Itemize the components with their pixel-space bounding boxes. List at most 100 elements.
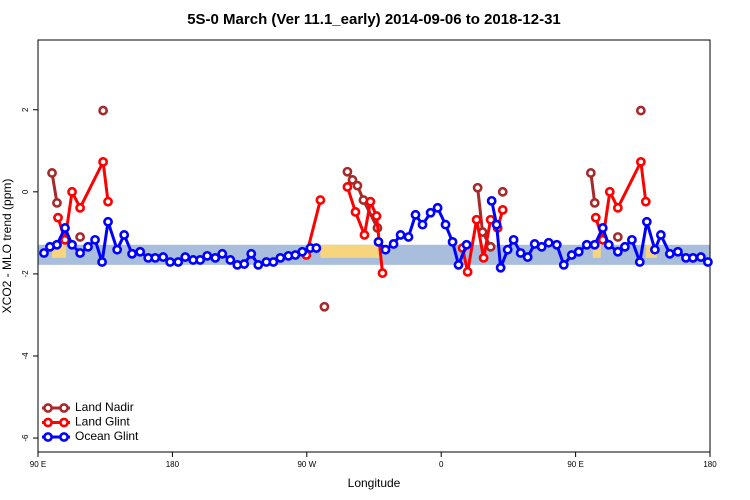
data-point — [612, 246, 623, 257]
data-point — [311, 243, 322, 253]
x-axis-label: Longitude — [348, 476, 401, 490]
data-point — [103, 196, 113, 207]
y-tick-label: -2 — [21, 270, 30, 278]
data-point — [67, 239, 77, 250]
legend-marker — [59, 403, 69, 413]
data-point — [497, 186, 508, 197]
data-point — [515, 248, 526, 258]
data-point — [225, 255, 236, 265]
data-point — [315, 195, 326, 205]
data-point — [655, 230, 666, 240]
data-point — [485, 241, 496, 252]
data-point — [603, 239, 614, 250]
data-point — [347, 175, 358, 185]
data-point — [641, 216, 652, 227]
data-point — [158, 252, 169, 262]
data-point — [649, 244, 660, 255]
data-point — [359, 230, 370, 240]
data-point — [425, 207, 436, 218]
data-point — [417, 219, 428, 230]
data-point — [410, 209, 421, 220]
data-point — [39, 248, 49, 258]
data-point — [585, 168, 596, 178]
data-point — [672, 246, 683, 257]
data-point — [217, 248, 228, 259]
data-point — [75, 232, 86, 242]
data-point — [371, 211, 382, 221]
data-point — [635, 105, 646, 116]
data-point — [52, 198, 62, 208]
data-point — [403, 232, 414, 242]
data-point — [350, 207, 361, 217]
data-point — [604, 186, 615, 197]
data-point — [440, 219, 451, 230]
data-point — [635, 156, 646, 167]
data-point — [453, 259, 464, 270]
data-point — [612, 202, 623, 213]
data-point — [239, 259, 250, 269]
data-point — [127, 248, 137, 259]
data-point — [75, 202, 86, 213]
data-point — [98, 156, 109, 167]
data-point — [612, 232, 623, 242]
legend-marker — [59, 417, 69, 428]
data-point — [319, 301, 330, 312]
data-point — [373, 236, 384, 247]
data-point — [97, 257, 107, 267]
y-tick-label: -4 — [21, 352, 30, 360]
data-point — [590, 212, 601, 223]
data-point — [90, 234, 100, 245]
x-tick-label: 180 — [703, 460, 717, 469]
data-point — [478, 253, 489, 263]
data-point — [472, 182, 483, 193]
band — [592, 244, 601, 258]
series-line — [56, 160, 648, 274]
data-point — [388, 239, 399, 249]
data-point — [497, 204, 508, 215]
data-point — [195, 255, 206, 265]
data-point — [246, 248, 257, 259]
data-point — [377, 268, 388, 278]
y-tick-label: 0 — [21, 189, 30, 194]
data-point — [589, 239, 600, 250]
data-point — [342, 166, 353, 177]
data-point — [543, 237, 554, 248]
data-point — [365, 196, 376, 207]
data-point — [581, 239, 592, 250]
data-point — [536, 241, 547, 252]
data-point — [461, 239, 472, 250]
y-tick-label: 2 — [21, 107, 30, 112]
data-point — [112, 244, 123, 255]
y-axis-label: XCO2 - MLO trend (ppm) — [0, 179, 14, 314]
legend-marker — [43, 417, 53, 428]
data-point — [60, 223, 70, 233]
data-point — [432, 202, 443, 213]
y-tick-label: -6 — [21, 434, 30, 442]
data-point — [83, 241, 93, 252]
data-point — [664, 248, 675, 259]
x-tick-label: 180 — [166, 460, 180, 469]
data-point — [98, 105, 109, 116]
data-point — [551, 239, 562, 250]
data-point — [135, 246, 146, 257]
data-point — [447, 236, 458, 247]
data-point — [634, 257, 645, 267]
data-point — [165, 257, 176, 267]
data-point — [640, 196, 651, 207]
data-point — [268, 257, 279, 267]
data-point — [275, 253, 286, 263]
data-point — [297, 246, 308, 257]
x-tick-label: 90 E — [30, 460, 46, 469]
data-point — [462, 266, 473, 277]
data-point — [380, 244, 391, 255]
legend-marker — [43, 403, 53, 413]
band — [320, 244, 381, 258]
data-point — [395, 230, 406, 240]
data-point — [597, 223, 608, 233]
data-point — [703, 257, 713, 267]
chart-title: 5S-0 March (Ver 11.1_early) 2014-09-06 t… — [187, 11, 561, 28]
legend-label: Land Nadir — [75, 400, 134, 414]
legend-label: Land Glint — [75, 415, 130, 429]
data-point — [626, 234, 637, 245]
